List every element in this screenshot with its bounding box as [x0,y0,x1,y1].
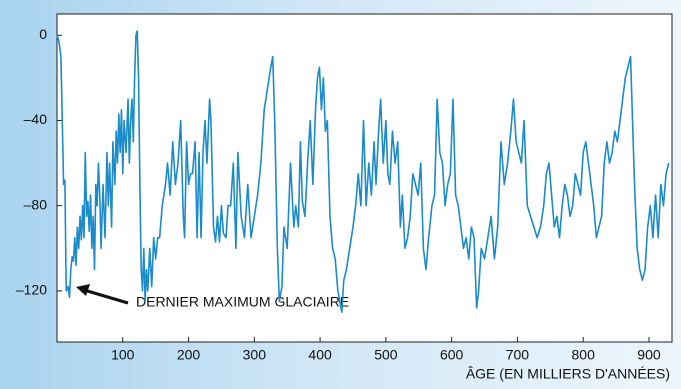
x-tick-label: 500 [374,347,398,363]
x-tick-label: 200 [177,347,201,363]
x-tick-label: 400 [308,347,332,363]
y-tick-label: –40 [24,111,48,127]
y-tick-label: –80 [24,196,48,212]
x-tick-label: 900 [637,347,661,363]
x-axis-label: ÂGE (EN MILLIERS D'ANNÉES) [466,366,670,382]
data-line [56,30,670,313]
x-tick-label: 600 [440,347,464,363]
annotation: DERNIER MAXIMUM GLACIAIRE [136,294,349,310]
y-tick-label: –120 [16,282,47,298]
y-tick-label: 0 [39,26,47,42]
x-tick-label: 800 [572,347,596,363]
annotation-arrowhead [76,284,90,296]
x-tick-label: 700 [506,347,530,363]
annotation-arrow [83,288,129,305]
x-tick-label: 300 [243,347,267,363]
x-tick-label: 100 [111,347,135,363]
